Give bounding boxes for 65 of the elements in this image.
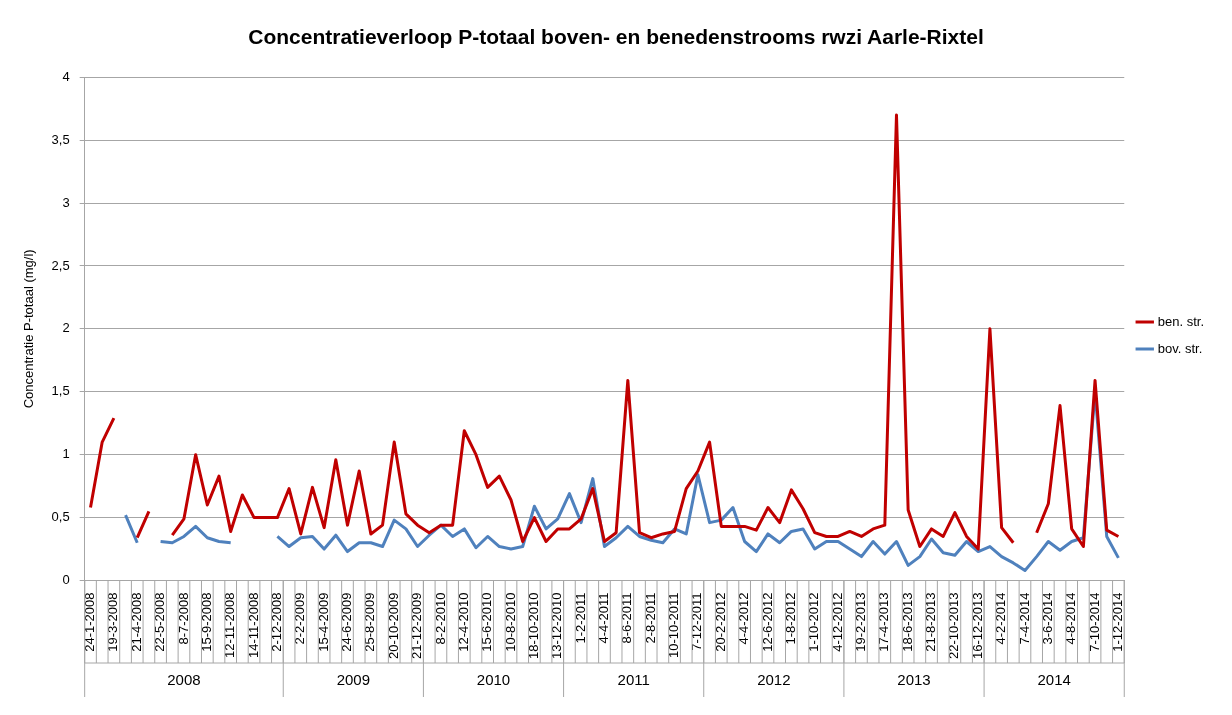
x-tick-label: 3-6-2014 <box>1039 592 1055 645</box>
x-tick-label: 19-2-2013 <box>853 592 869 652</box>
y-tick-label: 3,5 <box>51 131 70 147</box>
text: 2008 <box>167 671 201 689</box>
x-tick-label: 1-2-2011 <box>572 592 588 644</box>
x-tick-label: 20-10-2009 <box>385 592 401 659</box>
y-tick-label: 0,5 <box>51 509 70 525</box>
x-tick-label: 25-8-2009 <box>362 592 378 652</box>
legend-label: ben. str. <box>1157 313 1204 329</box>
x-tick-label: 2-8-2011 <box>642 592 658 644</box>
x-tick-label: 7-4-2014 <box>1016 592 1032 645</box>
x-tick-label: 10-8-2010 <box>502 592 518 652</box>
text: 2012 <box>757 671 791 689</box>
x-tick-label: 15-6-2010 <box>479 592 495 652</box>
y-axis-title: Concentratie P-totaal (mg/l) <box>21 249 37 409</box>
y-tick-label: 1 <box>62 446 70 462</box>
x-tick-label: 14-11-2008 <box>245 592 261 659</box>
x-tick-label: 15-9-2008 <box>198 592 214 652</box>
x-tick-label: 12-6-2012 <box>759 592 775 652</box>
x-tick-label: 1-10-2012 <box>806 592 822 652</box>
x-tick-label: 2-12-2008 <box>268 592 284 652</box>
y-tick-label: 3 <box>62 194 70 210</box>
x-tick-label: 24-1-2008 <box>82 592 98 652</box>
x-tick-label: 21-8-2013 <box>923 592 939 652</box>
x-tick-label: 4-12-2012 <box>829 592 845 652</box>
x-tick-label: 12-11-2008 <box>222 592 238 659</box>
x-tick-label: 18-10-2010 <box>525 592 541 659</box>
x-tick-label: 15-4-2009 <box>315 592 331 652</box>
x-tick-label: 22-5-2008 <box>152 592 168 652</box>
x-tick-label: 21-4-2008 <box>128 592 144 652</box>
y-tick-label: 2 <box>62 320 70 336</box>
x-tick-label: 8-7-2008 <box>175 592 191 645</box>
x-tick-label: 8-6-2011 <box>619 592 635 644</box>
text: 2010 <box>476 671 511 689</box>
text: 2014 <box>1037 671 1071 689</box>
x-tick-label: 1-8-2012 <box>782 592 798 645</box>
x-tick-label: 8-2-2010 <box>432 592 448 645</box>
text: 2013 <box>897 671 931 689</box>
legend-label: bov. str. <box>1157 340 1203 356</box>
y-tick-label: 2,5 <box>51 257 70 273</box>
x-tick-label: 16-12-2013 <box>969 592 985 659</box>
x-tick-label: 22-10-2013 <box>946 592 962 659</box>
x-tick-label: 19-3-2008 <box>105 592 121 652</box>
x-tick-label: 24-6-2009 <box>339 592 355 652</box>
x-tick-label: 2-2-2009 <box>292 592 308 645</box>
x-tick-label: 10-10-2011 <box>666 592 682 659</box>
x-tick-label: 4-8-2014 <box>1063 592 1079 645</box>
x-tick-label: 7-12-2011 <box>689 592 705 651</box>
x-tick-label: 7-10-2014 <box>1086 592 1102 652</box>
y-tick-label: 0 <box>62 572 70 588</box>
chart-title: Concentratieverloop P-totaal boven- en benedenstrooms rwzi Aarle-Rixtel <box>248 25 984 49</box>
x-tick-label: 21-12-2009 <box>409 592 425 659</box>
y-tick-label: 4 <box>62 68 70 84</box>
x-tick-label: 13-12-2010 <box>549 592 565 659</box>
text: 2011 <box>617 671 650 689</box>
y-tick-label: 1,5 <box>51 383 70 399</box>
x-tick-label: 12-4-2010 <box>455 592 471 652</box>
x-tick-label: 17-4-2013 <box>876 592 892 652</box>
x-tick-label: 1-12-2014 <box>1109 592 1125 652</box>
text: 2009 <box>336 671 371 689</box>
x-tick-label: 4-4-2011 <box>596 592 612 644</box>
x-tick-label: 20-2-2012 <box>712 592 728 652</box>
x-tick-label: 4-4-2012 <box>736 592 752 645</box>
x-tick-label: 18-6-2013 <box>899 592 915 652</box>
x-tick-label: 4-2-2014 <box>993 592 1009 645</box>
